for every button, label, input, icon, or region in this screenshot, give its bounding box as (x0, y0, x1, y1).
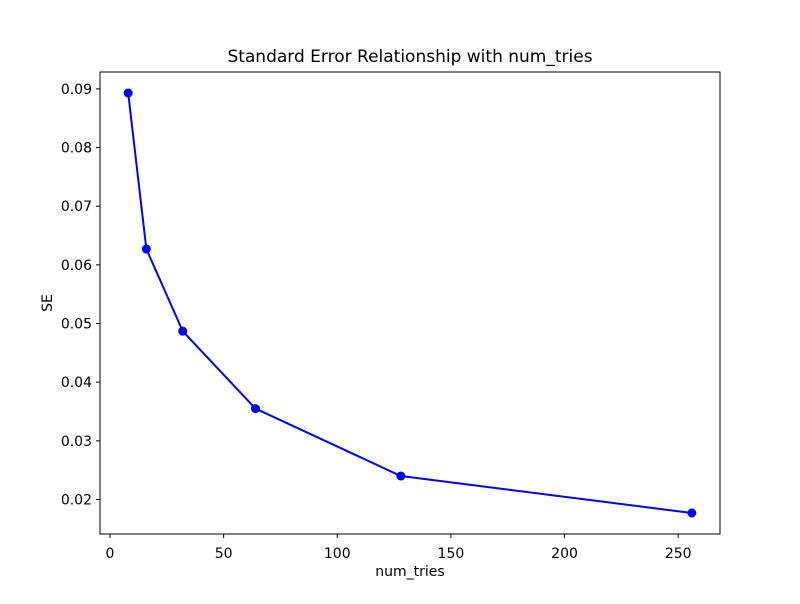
y-tick-label: 0.09 (61, 82, 92, 98)
y-axis-label: SE (40, 294, 56, 312)
data-point (141, 244, 151, 254)
data-point (178, 326, 188, 336)
data-point (687, 508, 697, 518)
y-tick-label: 0.02 (61, 493, 92, 509)
y-tick-label: 0.06 (61, 258, 92, 274)
data-point (123, 88, 133, 98)
x-tick-label: 150 (438, 546, 465, 562)
plot-border (99, 71, 721, 535)
y-tick-label: 0.07 (61, 199, 92, 215)
x-tick-label: 200 (551, 546, 578, 562)
y-tick-label: 0.03 (61, 434, 92, 450)
data-point (250, 404, 260, 414)
se-line (127, 92, 693, 514)
y-tick-label: 0.08 (61, 141, 92, 157)
x-axis-label: num_tries (375, 564, 444, 580)
chart-title: Standard Error Relationship with num_tri… (227, 47, 592, 67)
data-point (396, 471, 406, 481)
x-tick-label: 250 (665, 546, 692, 562)
x-tick-label: 50 (215, 546, 233, 562)
y-tick-label: 0.04 (61, 375, 92, 391)
x-tick-label: 0 (106, 546, 115, 562)
y-tick-label: 0.05 (61, 317, 92, 333)
x-tick-label: 100 (324, 546, 351, 562)
